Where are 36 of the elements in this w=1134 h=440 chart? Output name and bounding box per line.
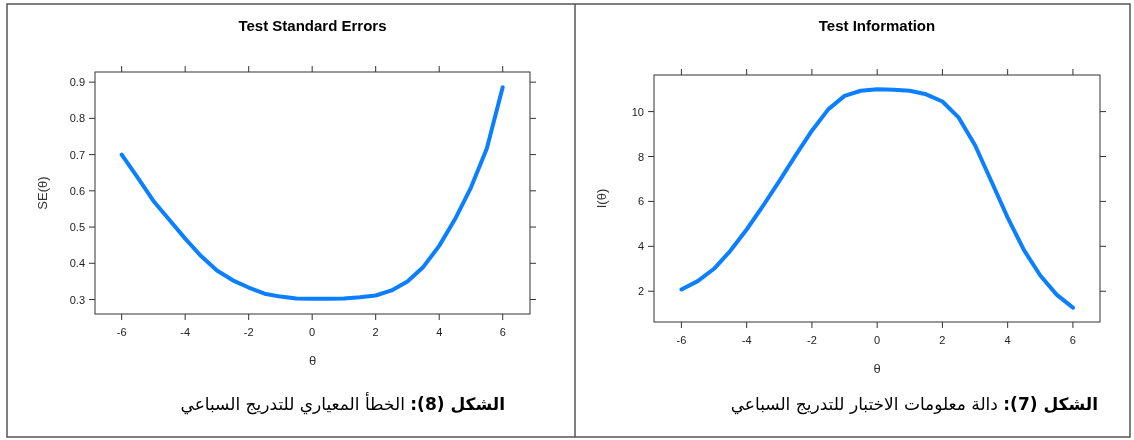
x-tick-label: -6 — [116, 326, 127, 338]
y-tick-label: 4 — [637, 240, 644, 253]
x-tick-label: 0 — [874, 334, 881, 346]
x-tick-label: -2 — [243, 326, 254, 338]
x-tick-label: 0 — [309, 326, 316, 338]
x-tick-label: 6 — [499, 326, 506, 338]
y-axis-title: I(θ) — [594, 188, 609, 209]
y-tick-label: 10 — [631, 105, 644, 118]
y-tick-label: 0.6 — [69, 184, 85, 197]
y-tick-label: 2 — [637, 285, 644, 298]
line-series — [119, 85, 505, 301]
chart-title: Test Standard Errors — [238, 17, 387, 34]
line-series — [679, 87, 1075, 310]
text: الشكل (8): الخطأ المعياري للتدريج السباعي — [180, 394, 505, 414]
y-tick-label: 0.7 — [69, 148, 85, 161]
y-tick-label: 0.4 — [69, 257, 85, 270]
text: الشكل (7): دالة معلومات الاختبار للتدريج السباعي — [730, 394, 1098, 414]
y-tick-label: 0.3 — [69, 293, 85, 306]
x-tick-label: -2 — [807, 334, 817, 346]
x-tick-label: -4 — [741, 334, 752, 346]
x-tick-label: 6 — [1069, 334, 1076, 346]
x-tick-label: 2 — [372, 326, 379, 338]
y-tick-label: 0.9 — [69, 76, 85, 89]
chart-title: Test Information — [818, 17, 936, 34]
y-tick-label: 8 — [637, 150, 644, 163]
y-axis-title: SE(θ) — [35, 176, 50, 210]
x-tick-label: -4 — [180, 326, 191, 338]
x-axis-title: θ — [873, 361, 881, 376]
x-tick-label: 2 — [939, 334, 946, 346]
x-tick-label: 4 — [436, 326, 443, 338]
x-tick-label: -6 — [676, 334, 687, 346]
x-tick-label: 4 — [1004, 334, 1011, 346]
x-axis-title: θ — [308, 353, 317, 368]
y-tick-label: 0.5 — [69, 221, 85, 234]
y-tick-label: 6 — [637, 195, 644, 208]
y-tick-label: 0.8 — [69, 112, 85, 125]
